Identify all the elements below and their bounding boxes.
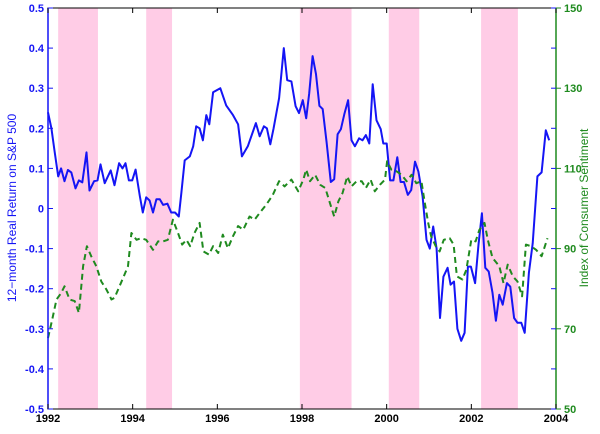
recession-shading xyxy=(58,8,518,409)
y-tick-label-left: 0.5 xyxy=(29,3,44,15)
y-tick-label-left: -0.1 xyxy=(25,244,44,256)
x-tick-label: 2004 xyxy=(544,413,569,425)
recession-band xyxy=(481,8,518,409)
y-axis-label-right: Index of Consumer Sentiment xyxy=(577,128,591,287)
y-axis-label-left: 12−month Real Return on S&P 500 xyxy=(5,114,19,303)
sp500-return-line xyxy=(47,47,551,342)
recession-band xyxy=(146,8,173,409)
y-tick-label-left: -0.3 xyxy=(25,324,44,336)
y-tick-label-right: 70 xyxy=(564,324,576,336)
y-tick-label-left: 0.3 xyxy=(29,83,44,95)
recession-band xyxy=(58,8,98,409)
x-tick-label: 1992 xyxy=(36,413,60,425)
y-tick-label-right: 150 xyxy=(564,3,582,15)
x-tick-label: 1996 xyxy=(205,413,229,425)
y-tick-label-right: 90 xyxy=(564,244,576,256)
axis-ticks: 1992 1994 1996 1998 2000 2002 2004 0.5 0.4 0.3 0.2… xyxy=(25,3,582,425)
y-tick-label-right: 50 xyxy=(564,404,576,416)
recession-band xyxy=(299,8,352,409)
series-lines xyxy=(47,47,551,342)
x-tick-label: 2000 xyxy=(374,413,398,425)
y-tick-label-left: -0.4 xyxy=(25,364,45,376)
x-tick-label: 1994 xyxy=(120,413,145,425)
y-tick-label-right: 110 xyxy=(564,163,582,175)
y-tick-label-left: 0 xyxy=(38,204,44,216)
y-tick-label-left: 0.2 xyxy=(29,123,44,135)
x-tick-label: 1998 xyxy=(290,413,314,425)
y-tick-label-right: 130 xyxy=(564,83,582,95)
recession-band xyxy=(388,8,420,409)
x-tick-label: 2002 xyxy=(459,413,483,425)
y-tick-label-left: 0.1 xyxy=(29,163,44,175)
y-tick-label-left: 0.4 xyxy=(29,43,45,55)
y-tick-label-left: -0.5 xyxy=(25,404,44,416)
y-tick-label-left: -0.2 xyxy=(25,284,44,296)
consumer-sentiment-line xyxy=(47,160,549,339)
